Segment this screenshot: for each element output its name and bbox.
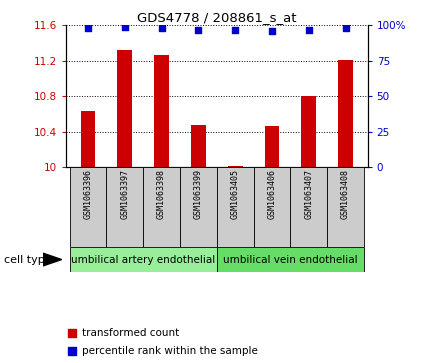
Point — [68, 330, 75, 336]
Text: GSM1063407: GSM1063407 — [304, 170, 313, 219]
Text: GSM1063399: GSM1063399 — [194, 170, 203, 219]
Text: umbilical artery endothelial: umbilical artery endothelial — [71, 254, 215, 265]
Bar — [327, 167, 364, 247]
Bar — [70, 167, 106, 247]
Bar — [117, 50, 132, 167]
Point — [232, 27, 238, 33]
Bar — [265, 126, 279, 167]
Text: GSM1063405: GSM1063405 — [231, 170, 240, 219]
Bar — [191, 125, 206, 167]
Bar — [154, 56, 169, 167]
Bar — [254, 167, 290, 247]
Point — [68, 348, 75, 354]
Point — [158, 25, 165, 31]
Point — [195, 27, 202, 33]
Bar — [217, 247, 364, 272]
Text: percentile rank within the sample: percentile rank within the sample — [82, 346, 258, 356]
Text: GSM1063398: GSM1063398 — [157, 170, 166, 219]
Bar — [228, 166, 243, 167]
Text: GSM1063396: GSM1063396 — [83, 170, 93, 219]
Bar — [217, 167, 254, 247]
Bar — [70, 247, 217, 272]
Bar — [180, 167, 217, 247]
Bar — [290, 167, 327, 247]
Bar — [301, 96, 316, 167]
Bar — [338, 60, 353, 167]
Point — [85, 25, 91, 31]
Point — [269, 28, 275, 34]
Bar — [81, 111, 95, 167]
Bar — [106, 167, 143, 247]
Text: GSM1063406: GSM1063406 — [267, 170, 276, 219]
Text: GSM1063408: GSM1063408 — [341, 170, 350, 219]
Text: cell type: cell type — [4, 254, 52, 265]
Point — [305, 27, 312, 33]
Polygon shape — [42, 253, 62, 266]
Text: umbilical vein endothelial: umbilical vein endothelial — [223, 254, 358, 265]
Title: GDS4778 / 208861_s_at: GDS4778 / 208861_s_at — [137, 11, 297, 24]
Text: transformed count: transformed count — [82, 328, 180, 338]
Bar — [143, 167, 180, 247]
Text: GSM1063397: GSM1063397 — [120, 170, 129, 219]
Point — [122, 24, 128, 30]
Point — [342, 25, 349, 31]
